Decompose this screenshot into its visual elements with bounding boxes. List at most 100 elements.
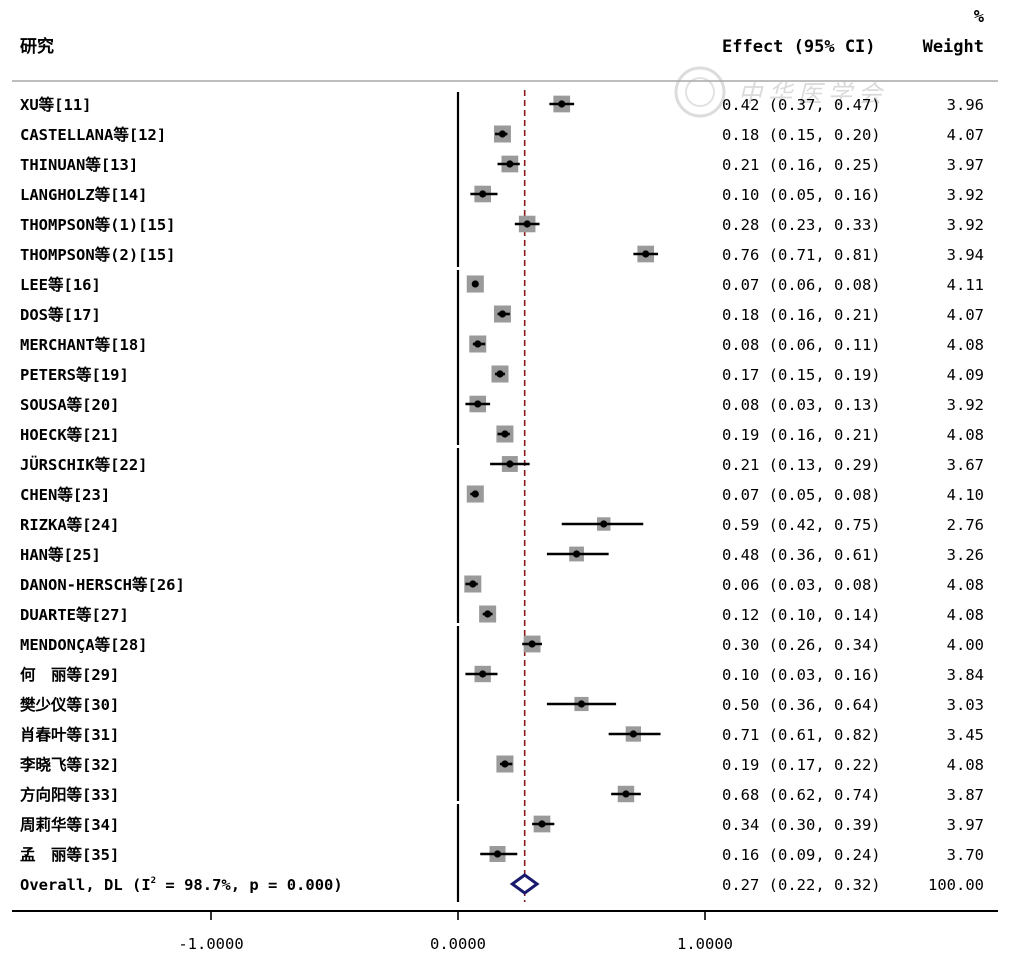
point-estimate (474, 340, 482, 348)
overall-label: Overall, DL (I2 = 98.7%, p = 0.000) (20, 876, 343, 894)
weight-value: 3.70 (947, 846, 984, 864)
point-estimate (622, 790, 630, 798)
point-estimate (572, 550, 581, 558)
point-estimate (498, 310, 507, 318)
x-tick-label: -1.0000 (178, 935, 243, 953)
study-label: DUARTE等[27] (20, 605, 129, 624)
study-label: PETERS等[19] (20, 365, 129, 384)
weight-value: 3.87 (947, 786, 984, 804)
watermark: 中华医学会 (674, 66, 882, 118)
effect-ci-text: 0.07 (0.06, 0.08) (722, 276, 881, 294)
effect-ci-text: 0.59 (0.42, 0.75) (722, 516, 881, 534)
weight-value: 3.03 (947, 696, 984, 714)
weight-value: 3.94 (947, 246, 984, 264)
study-label: SOUSA等[20] (20, 395, 120, 414)
weight-value: 4.08 (947, 606, 984, 624)
effect-ci-text: 0.48 (0.36, 0.61) (722, 546, 881, 564)
effect-ci-text: 0.06 (0.03, 0.08) (722, 576, 881, 594)
weight-value: 4.00 (947, 636, 984, 654)
watermark-seal-inner (685, 77, 715, 107)
study-label: THOMPSON等(1)[15] (20, 215, 175, 234)
watermark-seal-icon (674, 66, 726, 118)
point-estimate (479, 670, 487, 678)
x-tick-label: 0.0000 (430, 935, 486, 953)
weight-value: 4.07 (947, 126, 984, 144)
point-estimate (642, 250, 650, 258)
weight-value: 4.08 (947, 756, 984, 774)
weight-value: 4.11 (947, 276, 984, 294)
effect-ci-text: 0.30 (0.26, 0.34) (722, 636, 881, 654)
header-weight: Weight (923, 37, 984, 57)
effect-ci-text: 0.21 (0.16, 0.25) (722, 156, 881, 174)
point-estimate (600, 520, 608, 528)
effect-ci-text: 0.10 (0.05, 0.16) (722, 186, 881, 204)
effect-ci-text: 0.21 (0.13, 0.29) (722, 456, 881, 474)
weight-value: 3.97 (947, 156, 984, 174)
weight-value: 3.97 (947, 816, 984, 834)
point-estimate (501, 760, 509, 768)
study-label: MERCHANT等[18] (20, 335, 147, 354)
weight-value: 4.08 (947, 576, 984, 594)
header-weight-pct: % (974, 7, 985, 27)
study-label: 李晓飞等[32] (19, 755, 119, 774)
effect-ci-text: 0.42 (0.37, 0.47) (722, 96, 881, 114)
weight-value: 4.08 (947, 426, 984, 444)
point-estimate (528, 640, 536, 648)
overall-diamond (509, 873, 540, 895)
effect-ci-text: 0.34 (0.30, 0.39) (722, 816, 881, 834)
point-estimate (538, 820, 546, 828)
point-estimate (471, 490, 479, 498)
point-estimate (501, 430, 509, 438)
point-estimate (558, 100, 566, 108)
study-label: 周莉华等[34] (20, 815, 119, 834)
x-tick-label: 1.0000 (677, 935, 733, 953)
effect-ci-text: 0.10 (0.03, 0.16) (722, 666, 881, 684)
effect-ci-text: 0.50 (0.36, 0.64) (722, 696, 881, 714)
effect-ci-text: 0.18 (0.16, 0.21) (722, 306, 881, 324)
point-estimate (493, 850, 502, 858)
effect-ci-text: 0.08 (0.06, 0.11) (722, 336, 881, 354)
study-label: 何 丽等[29] (20, 665, 119, 684)
effect-ci-text: 0.71 (0.61, 0.82) (722, 726, 881, 744)
study-label: LANGHOLZ等[14] (20, 185, 147, 204)
overall-ci-text: 0.27 (0.22, 0.32) (722, 876, 881, 894)
weight-value: 3.96 (947, 96, 984, 114)
overall-weight: 100.00 (928, 876, 984, 894)
weight-value: 3.92 (947, 216, 984, 234)
point-estimate (484, 610, 492, 618)
weight-value: 3.92 (947, 186, 984, 204)
weight-value: 2.76 (947, 516, 984, 534)
study-label: CHEN等[23] (20, 485, 110, 504)
study-label: MENDONÇA等[28] (20, 635, 147, 654)
study-label: LEE等[16] (20, 275, 101, 294)
point-estimate (506, 460, 514, 468)
study-label: DOS等[17] (20, 305, 101, 324)
study-label: RIZKA等[24] (20, 515, 120, 534)
point-estimate (474, 400, 482, 408)
effect-ci-text: 0.18 (0.15, 0.20) (722, 126, 881, 144)
header-effect: Effect (95% CI) (722, 37, 876, 57)
weight-value: 4.07 (947, 306, 984, 324)
effect-ci-text: 0.07 (0.05, 0.08) (722, 486, 881, 504)
point-estimate (469, 580, 477, 588)
study-label: THOMPSON等(2)[15] (20, 245, 175, 264)
weight-value: 4.08 (947, 336, 984, 354)
study-label: 肖春叶等[31] (20, 725, 119, 744)
study-label: HOECK等[21] (20, 425, 120, 444)
effect-ci-text: 0.19 (0.16, 0.21) (722, 426, 881, 444)
point-estimate (523, 220, 531, 228)
study-label: CASTELLANA等[12] (20, 125, 166, 144)
study-label: 孟 丽等[35] (20, 845, 119, 864)
study-label: THINUAN等[13] (20, 155, 138, 174)
header-study: 研究 (20, 36, 54, 57)
point-estimate (479, 190, 487, 198)
plot-area: XU等[11] 0.42 (0.37, 0.47) 3.96 CASTELLANA等[… (19, 90, 984, 902)
effect-ci-text: 0.12 (0.10, 0.14) (722, 606, 881, 624)
x-axis: -1.0000 0.0000 1.0000 (12, 910, 998, 953)
study-label: 樊少仪等[30] (20, 695, 119, 714)
effect-ci-text: 0.16 (0.09, 0.24) (722, 846, 881, 864)
study-label: JÜRSCHIK等[22] (20, 455, 147, 474)
weight-value: 4.09 (947, 366, 984, 384)
effect-ci-text: 0.76 (0.71, 0.81) (722, 246, 881, 264)
